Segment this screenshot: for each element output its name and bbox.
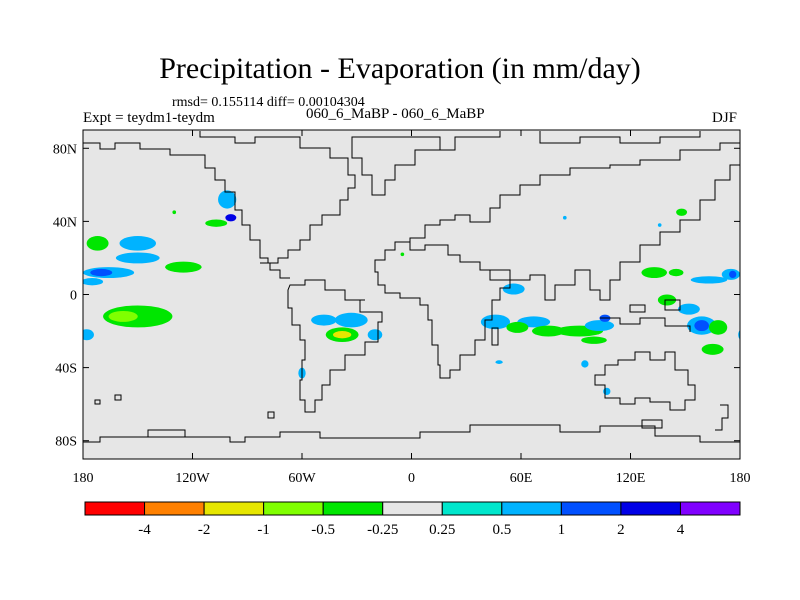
anomaly-blob-8	[90, 268, 113, 277]
anomaly-blob-4	[86, 236, 109, 251]
anomaly-blob-26	[584, 320, 615, 332]
coastline-greenland	[351, 136, 441, 196]
anomaly-blob-6	[165, 261, 202, 273]
x-tick-label: 60E	[510, 471, 533, 486]
x-tick-label: 180	[73, 471, 94, 486]
colorbar-swatch-5	[382, 501, 443, 516]
colorbar-label: 0.25	[429, 522, 455, 538]
anomaly-blob-46	[657, 223, 662, 227]
anomaly-blob-2	[205, 219, 228, 227]
stats-text: rmsd= 0.155114 diff= 0.00104304	[172, 95, 365, 110]
coastline-asia-south	[490, 164, 740, 301]
y-tick-label: 40N	[53, 215, 77, 230]
anomaly-blob-29	[641, 267, 667, 279]
coastline-central-america	[260, 262, 290, 279]
coastline-madagascar	[491, 327, 499, 346]
colorbar-swatch-6	[441, 501, 503, 516]
colorbar-label: -2	[198, 522, 211, 538]
coastline-new-zealand	[715, 404, 729, 431]
y-tick-label: 0	[70, 289, 77, 304]
map-background	[83, 130, 740, 459]
anomaly-blob-42	[603, 387, 611, 396]
colorbar-swatch-3	[263, 501, 324, 516]
anomaly-blob-25	[581, 336, 607, 344]
anomaly-blob-37	[694, 320, 709, 332]
x-tick-label: 0	[408, 471, 415, 486]
anomaly-blob-32	[729, 270, 737, 279]
colorbar-label: 1	[558, 522, 566, 538]
coastline-europe-asia	[360, 131, 740, 301]
x-tick-label: 60W	[288, 471, 316, 486]
anomaly-blob-33	[690, 276, 728, 284]
anomaly-blob-44	[562, 215, 567, 220]
colorbar-swatch-4	[322, 501, 384, 516]
experiment-label: Expt = teydm1-teydm	[83, 110, 215, 126]
anomaly-blob-1	[225, 214, 237, 222]
anomaly-blob-30	[668, 268, 684, 277]
y-tick-label: 80N	[53, 142, 77, 157]
anomaly-blob-19	[502, 283, 525, 295]
coastline-australia	[594, 351, 696, 411]
anomaly-blob-13	[334, 312, 368, 328]
anomaly-blob-38	[708, 320, 728, 335]
y-tick-label: 80S	[55, 435, 77, 450]
anomaly-blob-41	[676, 208, 688, 216]
colorbar-label: -0.25	[367, 522, 398, 538]
anomaly-blob-48	[63, 247, 67, 254]
colorbar: -4 -2 -1 -0.5 -0.25 0.25 0.5 1 2 4	[84, 501, 741, 538]
anomaly-blob-0	[218, 190, 237, 209]
colorbar-swatch-7	[501, 501, 562, 516]
coastline-indonesia	[600, 299, 691, 332]
anomaly-blob-45	[172, 210, 177, 215]
chart-subtitle: 060_6_MaBP - 060_6_MaBP	[306, 106, 485, 122]
colorbar-swatch-2	[203, 501, 265, 516]
x-axis: 180 120W 60W 0 60E 120E 180	[73, 130, 751, 486]
coastline-south-america	[287, 279, 383, 413]
anomaly-blob-12	[83, 329, 94, 341]
anomaly-blob-43	[400, 252, 405, 257]
colorbar-label: 4	[677, 522, 685, 538]
coastline-north-america	[83, 131, 356, 264]
colorbar-swatch-1	[144, 501, 205, 516]
anomaly-blob-3	[119, 236, 156, 251]
colorbar-swatch-0	[84, 501, 146, 516]
x-tick-label: 120E	[616, 471, 646, 486]
colorbar-label: 2	[617, 522, 625, 538]
colorbar-label: -4	[138, 522, 151, 538]
chart-title: Precipitation - Evaporation (in mm/day)	[159, 52, 641, 85]
anomaly-blob-11	[108, 310, 138, 322]
anomaly-blob-47	[495, 360, 503, 364]
coastline-islands	[94, 394, 663, 438]
anomaly-blob-20	[480, 314, 511, 330]
anomaly-layer	[63, 190, 740, 396]
coastline-layer	[83, 131, 740, 443]
season-label: DJF	[712, 110, 738, 126]
y-axis: 80N 40N 0 40S 80S	[53, 142, 740, 450]
colorbar-label: -0.5	[311, 522, 335, 538]
anomaly-blob-9	[83, 278, 104, 286]
anomaly-blob-5	[115, 252, 160, 264]
colorbar-swatch-9	[620, 501, 681, 516]
anomaly-blob-22	[506, 321, 529, 333]
y-tick-label: 40S	[55, 362, 77, 377]
anomaly-blob-16	[333, 331, 352, 339]
anomaly-blob-23	[531, 325, 565, 337]
x-tick-label: 180	[730, 471, 751, 486]
anomaly-blob-35	[677, 303, 700, 315]
anomaly-blob-14	[311, 314, 337, 326]
coastline-africa	[374, 241, 511, 379]
anomaly-blob-28	[581, 360, 589, 368]
colorbar-label: 0.5	[492, 522, 511, 538]
colorbar-swatch-10	[679, 501, 741, 516]
anomaly-blob-39	[701, 343, 724, 355]
colorbar-label: -1	[257, 522, 270, 538]
colorbar-swatch-8	[560, 501, 622, 516]
anomaly-blob-17	[367, 329, 383, 341]
x-tick-label: 120W	[175, 471, 210, 486]
